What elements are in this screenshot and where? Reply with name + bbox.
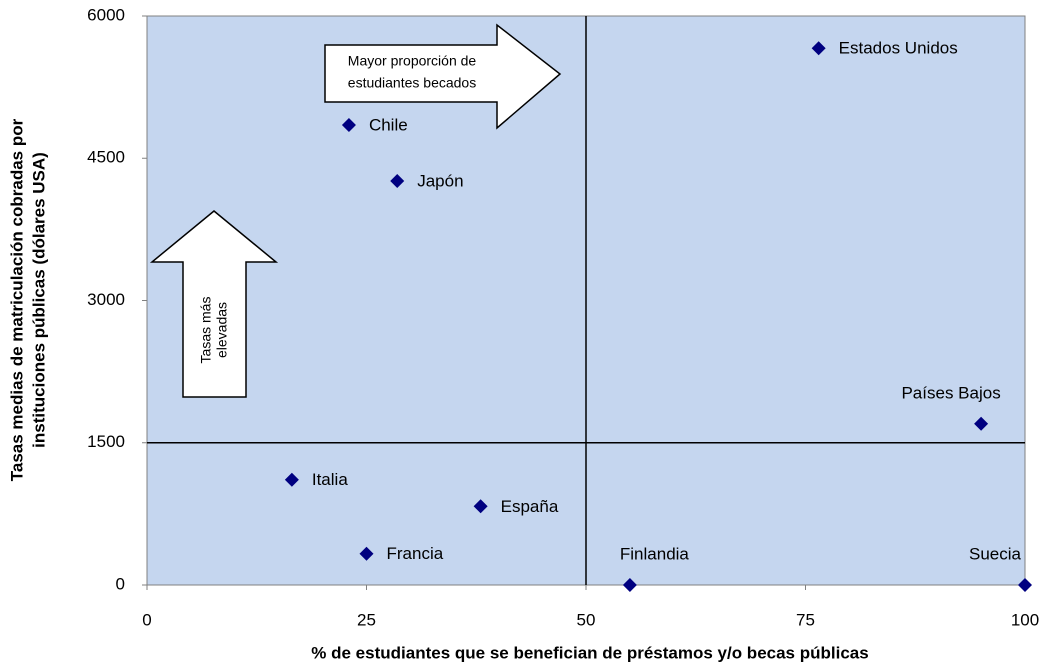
point-label: Estados Unidos bbox=[839, 39, 958, 58]
y-axis-label: Tasas medias de matriculación cobradas p… bbox=[7, 118, 26, 481]
y-tick-label: 1500 bbox=[87, 432, 125, 451]
x-tick-label: 50 bbox=[577, 610, 596, 629]
point-label: Italia bbox=[312, 470, 348, 489]
point-label: Países Bajos bbox=[901, 383, 1000, 402]
point bbox=[811, 41, 826, 56]
y-axis-label: instituciones públicas (dólares USA) bbox=[29, 152, 48, 448]
x-tick-label: 100 bbox=[1011, 610, 1039, 629]
point bbox=[284, 472, 299, 487]
point bbox=[1018, 578, 1032, 592]
y-tick-label: 6000 bbox=[87, 5, 125, 24]
point bbox=[359, 546, 374, 561]
x-tick-label: 25 bbox=[357, 610, 376, 629]
point-label: España bbox=[501, 497, 559, 516]
point-label: Chile bbox=[369, 116, 408, 135]
arrow-right bbox=[324, 23, 562, 130]
point bbox=[341, 118, 356, 133]
point bbox=[473, 499, 488, 514]
annotation-line: estudiantes becados bbox=[348, 75, 476, 91]
annotation-line: elevadas bbox=[214, 302, 230, 358]
point-label: Japón bbox=[417, 171, 463, 190]
point-label: Finlandia bbox=[620, 544, 690, 563]
x-tick-label: 0 bbox=[142, 610, 151, 629]
point bbox=[390, 174, 405, 189]
arrow-up bbox=[149, 210, 279, 398]
y-tick-label: 4500 bbox=[87, 148, 125, 167]
point bbox=[622, 578, 637, 592]
point bbox=[974, 416, 989, 431]
point-label: Suecia bbox=[969, 544, 1022, 563]
y-tick-label: 3000 bbox=[87, 290, 125, 309]
y-tick-label: 0 bbox=[116, 574, 125, 593]
annotation-line: Mayor proporción de bbox=[348, 53, 477, 69]
annotation-line: Tasas más bbox=[198, 297, 214, 364]
point-label: Francia bbox=[387, 544, 444, 563]
x-tick-label: 75 bbox=[796, 610, 815, 629]
x-axis-label: % de estudiantes que se benefician de pr… bbox=[311, 643, 868, 662]
